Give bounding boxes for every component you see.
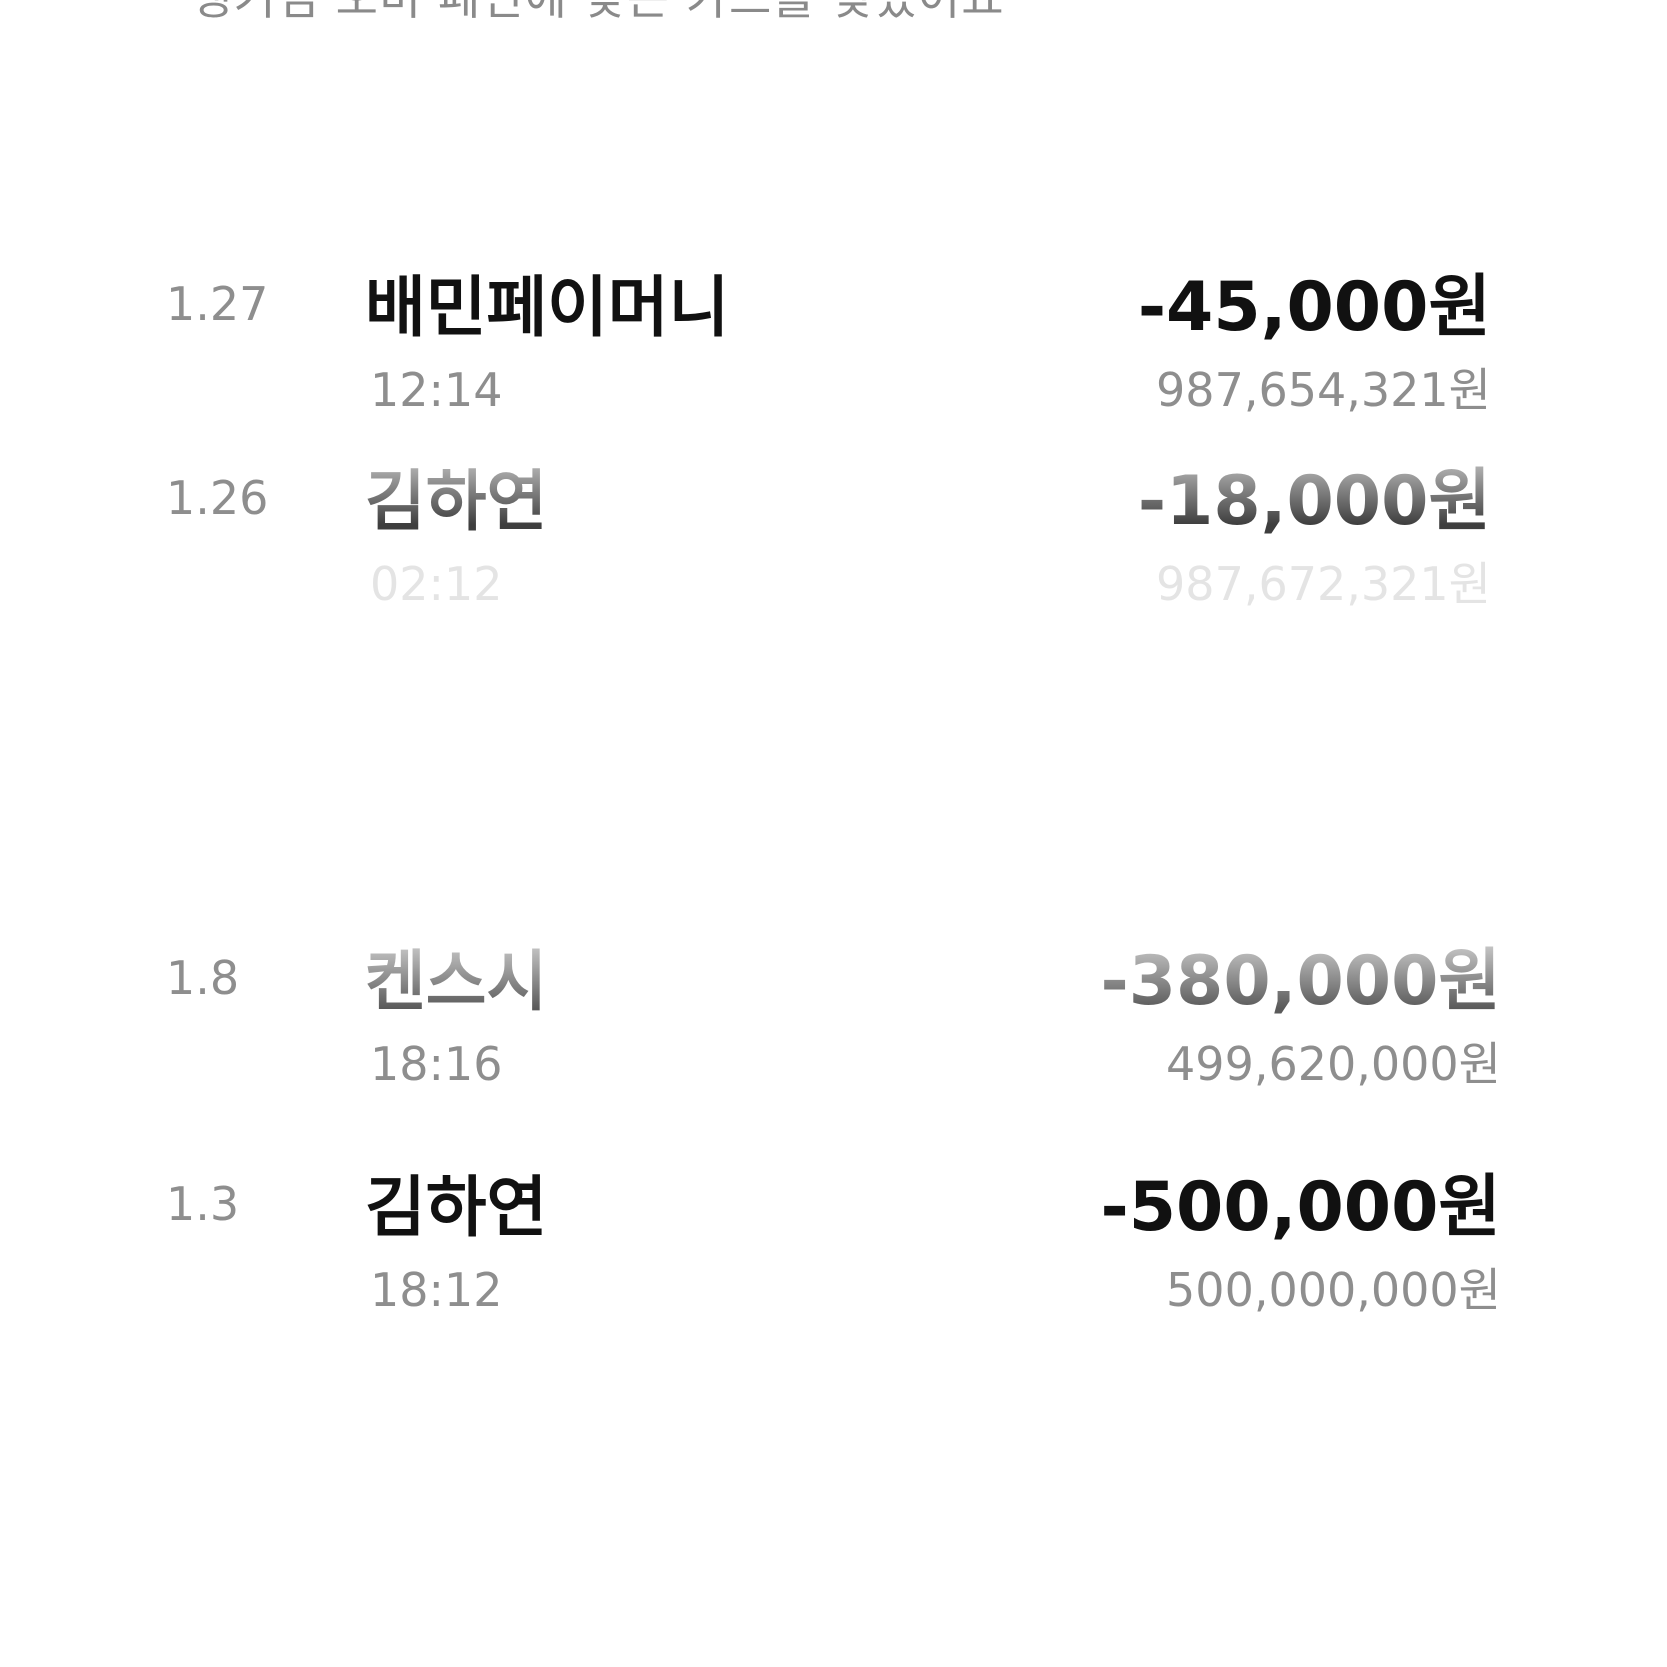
transaction-balance: 987,654,321원	[1156, 363, 1491, 417]
transaction-time: 18:16	[370, 1037, 503, 1091]
transaction-merchant: 김하연	[365, 463, 548, 540]
transaction-merchant: 켄스시	[365, 943, 548, 1020]
transaction-date: 1.26	[166, 471, 269, 525]
transaction-time: 12:14	[370, 363, 503, 417]
transaction-row[interactable]: 1.3 김하연 -500,000원 18:12 500,000,000원	[0, 1170, 1667, 1376]
transaction-row[interactable]: 1.26 김하연 -18,000원 02:12 987,672,321원	[0, 464, 1667, 670]
transaction-merchant: 배민페이머니	[365, 269, 730, 346]
transaction-amount: -500,000원	[1100, 1168, 1501, 1247]
transaction-date: 1.8	[166, 951, 240, 1005]
transaction-date: 1.27	[166, 277, 269, 331]
faded-header-text: 생기검 오미 페인에 맞는 카드를 찾았어요	[190, 0, 1005, 28]
transaction-merchant: 김하연	[365, 1169, 548, 1246]
transaction-balance: 499,620,000원	[1166, 1037, 1501, 1091]
transaction-amount: -45,000원	[1137, 268, 1491, 347]
transaction-amount: -18,000원	[1137, 462, 1491, 541]
transaction-row[interactable]: 1.8 켄스시 -380,000원 18:16 499,620,000원	[0, 944, 1667, 1150]
transaction-date: 1.3	[166, 1177, 240, 1231]
transaction-row[interactable]: 1.27 배민페이머니 -45,000원 12:14 987,654,321원	[0, 270, 1667, 476]
transaction-time: 02:12	[370, 557, 503, 611]
transaction-time: 18:12	[370, 1263, 503, 1317]
transaction-amount: -380,000원	[1100, 942, 1501, 1021]
transaction-balance: 500,000,000원	[1166, 1263, 1501, 1317]
transaction-balance: 987,672,321원	[1156, 557, 1491, 611]
